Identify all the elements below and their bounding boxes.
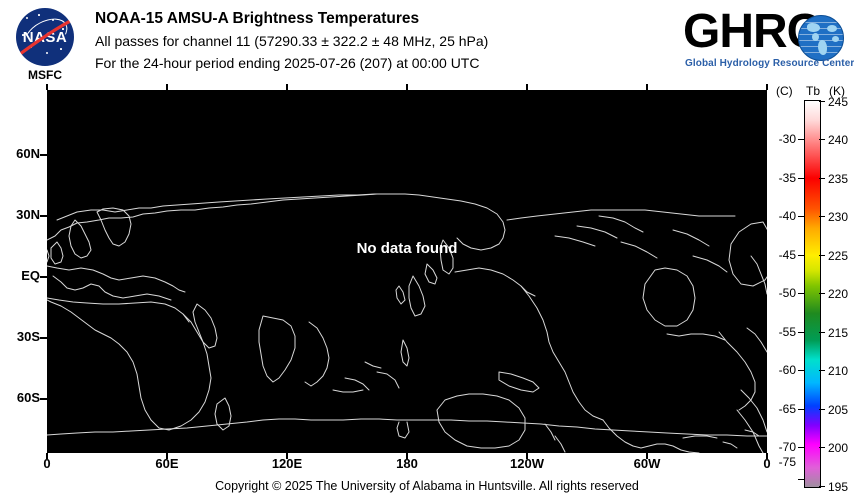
- cb-tick-c--70: [798, 447, 804, 448]
- cb-tick-c--45: [798, 255, 804, 256]
- cb-label-c--50: -50: [778, 286, 796, 300]
- cb-tick-k-220: [819, 293, 825, 294]
- cb-tick-c--60: [798, 370, 804, 371]
- x-axis-tick-60E: [166, 453, 168, 459]
- ghrc-tagline: Global Hydrology Resource Center: [685, 58, 854, 69]
- x-axis-label-120E: 120E: [271, 456, 303, 471]
- cb-tick-k-245: [819, 101, 825, 102]
- x-axis-tick-120W: [526, 453, 528, 459]
- cb-tick-k-230: [819, 216, 825, 217]
- cb-label-k-210: 210: [828, 364, 849, 378]
- ghrc-logo: GHRC Global Hydrology Resource Center: [683, 6, 854, 76]
- x-axis-top-tick-360: [766, 84, 768, 90]
- cb-tick-c--65: [798, 409, 804, 410]
- x-axis-label-180: 180: [396, 456, 418, 471]
- page-subtitle-channel: All passes for channel 11 (57290.33 ± 32…: [95, 33, 489, 49]
- cb-tick-k-200: [819, 447, 825, 448]
- x-axis-top-tick-60W: [646, 84, 648, 90]
- cb-label-c--40: -40: [778, 209, 796, 223]
- page-subtitle-period: For the 24-hour period ending 2025-07-26…: [95, 55, 480, 71]
- x-axis-label-0: 0: [43, 456, 51, 471]
- colorbar-unit-celsius: (C): [776, 84, 793, 98]
- x-axis-tick-120E: [286, 453, 288, 459]
- cb-tick-c--30: [798, 139, 804, 140]
- nasa-meatball-icon: NASA: [16, 8, 74, 66]
- temperature-colorbar[interactable]: [804, 100, 821, 488]
- cb-tick-c--75: [798, 479, 804, 480]
- cb-tick-c--35: [798, 178, 804, 179]
- cb-label-c--30: -30: [778, 132, 796, 146]
- cb-label-k-215: 215: [828, 326, 849, 340]
- cb-label-k-235: 235: [828, 172, 849, 186]
- cb-tick-c--40: [798, 216, 804, 217]
- cb-label-k-220: 220: [828, 287, 849, 301]
- x-axis-tick-360: [766, 453, 768, 459]
- colorbar-unit-kelvin: (K): [829, 84, 845, 98]
- cb-label-k-225: 225: [828, 249, 849, 263]
- cb-label-c--70: -70: [778, 440, 796, 454]
- nasa-swoosh-icon: [16, 17, 74, 59]
- x-axis-top-tick-120E: [286, 84, 288, 90]
- cb-tick-k-235: [819, 178, 825, 179]
- x-axis-label-360: 0: [763, 456, 771, 471]
- x-axis-label-60E: 60E: [155, 456, 179, 471]
- cb-tick-k-195: [819, 486, 825, 487]
- cb-label-c--60: -60: [778, 363, 796, 377]
- x-axis-top-tick-180: [406, 84, 408, 90]
- title-block: NOAA-15 AMSU-A Brightness Temperatures A…: [95, 8, 488, 74]
- cb-label-k-195: 195: [828, 480, 849, 494]
- x-axis-top-tick-0: [46, 84, 48, 90]
- page-title: NOAA-15 AMSU-A Brightness Temperatures: [95, 10, 420, 27]
- cb-label-k-200: 200: [828, 441, 849, 455]
- x-axis-top-tick-120W: [526, 84, 528, 90]
- cb-tick-c--50: [798, 293, 804, 294]
- cb-label-c--35: -35: [778, 171, 796, 185]
- nasa-center-label: MSFC: [28, 68, 62, 82]
- no-data-message: No data found: [356, 240, 458, 257]
- cb-label-k-240: 240: [828, 133, 849, 147]
- x-axis-tick-0: [46, 453, 48, 459]
- cb-tick-k-215: [819, 332, 825, 333]
- nasa-logo: NASA MSFC: [8, 6, 82, 82]
- coastline-layer: [47, 193, 767, 453]
- cb-tick-k-205: [819, 409, 825, 410]
- cb-label-c--65: -65: [778, 402, 796, 416]
- colorbar-title: Tb: [806, 84, 821, 98]
- world-map-plot[interactable]: No data found: [47, 90, 767, 453]
- x-axis-top-tick-60E: [166, 84, 168, 90]
- cb-tick-k-240: [819, 139, 825, 140]
- cb-label-c--75: -75: [778, 455, 796, 469]
- globe-icon: [798, 15, 844, 61]
- x-axis-tick-180: [406, 453, 408, 459]
- x-axis-tick-60W: [646, 453, 648, 459]
- cb-tick-k-210: [819, 370, 825, 371]
- x-axis-label-120W: 120W: [510, 456, 544, 471]
- copyright-notice: Copyright © 2025 The University of Alaba…: [215, 479, 639, 493]
- cb-label-k-205: 205: [828, 403, 849, 417]
- cb-label-k-230: 230: [828, 210, 849, 224]
- x-axis-label-60W: 60W: [633, 456, 661, 471]
- cb-label-c--45: -45: [778, 248, 796, 262]
- cb-tick-c--55: [798, 332, 804, 333]
- cb-tick-k-225: [819, 255, 825, 256]
- cb-label-k-245: 245: [828, 95, 849, 109]
- cb-label-c--55: -55: [778, 325, 796, 339]
